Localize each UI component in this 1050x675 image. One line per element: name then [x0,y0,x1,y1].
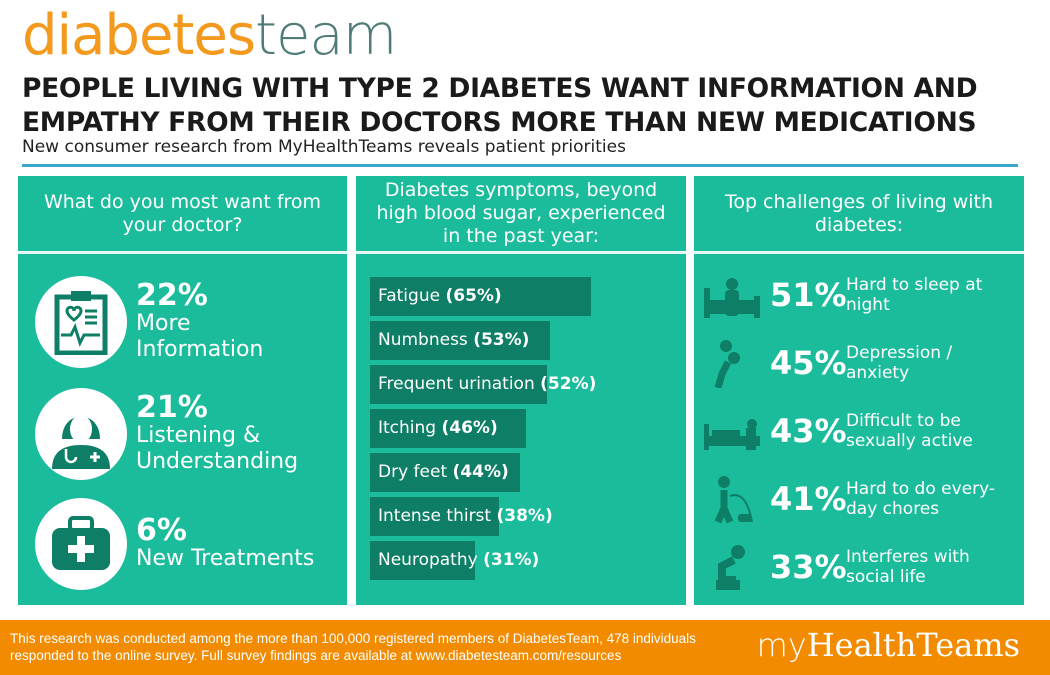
challenge-item: 51% Hard to sleep at night [702,270,1006,320]
sitting-person-icon [716,545,745,590]
title-line2: EMPATHY FROM THEIR DOCTORS MORE THAN NEW… [22,107,977,138]
logo-part1: my [756,626,807,664]
challenge-label: Depression / anxiety [846,343,953,383]
challenge-item: 33% Interferes with social life [702,542,1006,592]
challenge-label: Interferes with social life [846,547,970,587]
subtitle: New consumer research from MyHealthTeams… [22,137,626,157]
bar-label: Intense thirst (38%) [378,497,553,536]
sleepless-icon [704,278,760,318]
value-label: (44%) [452,462,509,482]
bar-frequent-urination [370,365,547,404]
title-line1: PEOPLE LIVING WITH TYPE 2 DIABETES WANT … [22,73,978,104]
chart-title: Diabetes symptoms, beyond high blood sug… [356,176,686,254]
bar-label: Numbness (53%) [378,321,529,360]
wants-heading: What do you most want from your doctor? [18,176,347,254]
want-item: 22% More Information [35,276,263,368]
page-title: PEOPLE LIVING WITH TYPE 2 DIABETES WANT … [22,72,978,140]
vacuum-person-icon [714,476,753,524]
bar-label: Dry feet (44%) [378,453,509,492]
challenge-pct: 33% [770,548,847,586]
category-label: Dry feet [378,462,448,482]
challenge-pct: 43% [770,412,847,450]
want-label: Information [136,337,264,362]
bar-label: Itching (46%) [378,409,498,448]
footer: This research was conducted among the mo… [0,620,1050,675]
category-label: Neuropathy [378,550,478,570]
value-label: (31%) [483,550,540,570]
want-label: More [136,311,191,336]
value-label: (38%) [496,506,553,526]
want-label: Listening & [136,423,261,448]
want-pct: 21% [136,390,208,425]
category-label: Itching [378,418,437,438]
challenge-item: 45% Depression / anxiety [702,338,1006,388]
want-label: New Treatments [136,546,315,571]
value-label: (46%) [441,418,498,438]
diabetesteam-logo: diabetesteam [22,2,397,70]
bar-fatigue [370,277,591,316]
doctor-icon [35,388,127,480]
want-item: 21% Listening & Understanding [35,388,298,480]
category-label: Frequent urination [378,374,535,394]
wants-panel: What do you most want from your doctor? … [18,176,347,605]
challenge-item: 43% Difficult to be sexually active [702,406,1006,456]
want-item: 6% New Treatments [35,498,314,590]
bar-neuropathy [370,541,476,580]
challenge-label: Hard to do every-day chores [846,479,996,519]
value-label: (65%) [445,286,502,306]
want-pct: 22% [136,278,208,313]
footer-text: This research was conducted among the mo… [10,631,696,663]
bar-dry-feet [370,453,520,492]
bar-intense-thirst [370,497,500,536]
clipboard-heart-icon [35,276,127,368]
medical-kit-icon [35,498,127,590]
bed-couple-icon [704,419,760,450]
logo-part2: team [255,3,397,68]
bar-label: Frequent urination (52%) [378,365,596,404]
challenge-label: Hard to sleep at night [846,275,983,315]
challenge-pct: 45% [770,344,847,382]
category-label: Intense thirst [378,506,492,526]
want-label: Understanding [136,449,299,474]
logo-part1: diabetes [22,3,256,68]
myhealthteams-logo: myHealthTeams [757,626,1020,664]
challenge-pct: 41% [770,480,847,518]
bar-numbness [370,321,551,360]
depressed-person-icon [714,340,740,388]
challenges-panel: Top challenges of living with diabetes: … [694,176,1024,605]
want-pct: 6% [136,513,187,548]
category-label: Fatigue [378,286,441,306]
bar-itching [370,409,527,448]
challenge-label: Difficult to be sexually active [846,411,973,451]
logo-part2: HealthTeams [806,626,1020,664]
bar-label: Neuropathy (31%) [378,541,539,580]
divider [22,164,1018,167]
challenge-pct: 51% [770,276,847,314]
symptoms-chart-panel: Diabetes symptoms, beyond high blood sug… [356,176,686,605]
bar-label: Fatigue (65%) [378,277,502,316]
value-label: (52%) [540,374,597,394]
value-label: (53%) [473,330,530,350]
challenge-item: 41% Hard to do every-day chores [702,474,1006,524]
challenges-heading: Top challenges of living with diabetes: [694,176,1024,254]
category-label: Numbness [378,330,468,350]
